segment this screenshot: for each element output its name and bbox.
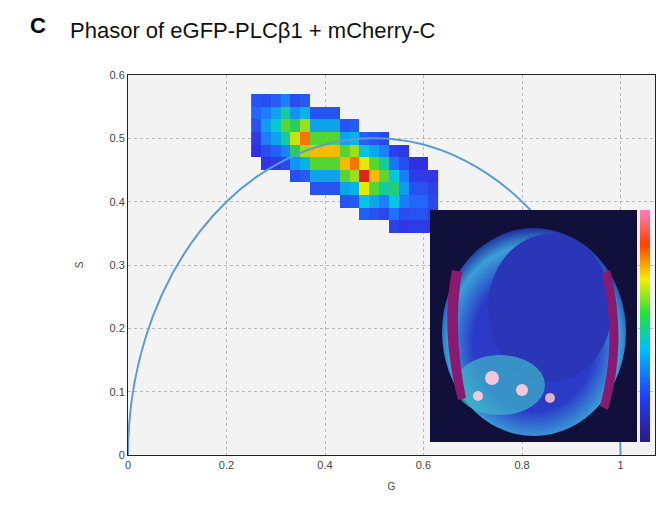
svg-text:1: 1 bbox=[617, 459, 623, 471]
svg-text:0: 0 bbox=[119, 449, 125, 461]
svg-text:0.1: 0.1 bbox=[110, 386, 125, 398]
svg-text:0.4: 0.4 bbox=[317, 459, 332, 471]
svg-text:0.4: 0.4 bbox=[110, 196, 125, 208]
svg-text:Phasor of eGFP-PLCβ1 + mCherry: Phasor of eGFP-PLCβ1 + mCherry-C bbox=[70, 18, 435, 43]
svg-text:S: S bbox=[74, 261, 85, 268]
svg-text:0.2: 0.2 bbox=[110, 322, 125, 334]
svg-text:C: C bbox=[30, 13, 46, 38]
svg-text:0: 0 bbox=[125, 459, 131, 471]
svg-text:0.2: 0.2 bbox=[219, 459, 234, 471]
svg-text:0.5: 0.5 bbox=[110, 132, 125, 144]
svg-text:0.3: 0.3 bbox=[110, 259, 125, 271]
svg-text:0.6: 0.6 bbox=[416, 459, 431, 471]
svg-text:0.6: 0.6 bbox=[110, 69, 125, 81]
svg-text:G: G bbox=[388, 481, 396, 492]
svg-text:0.8: 0.8 bbox=[514, 459, 529, 471]
